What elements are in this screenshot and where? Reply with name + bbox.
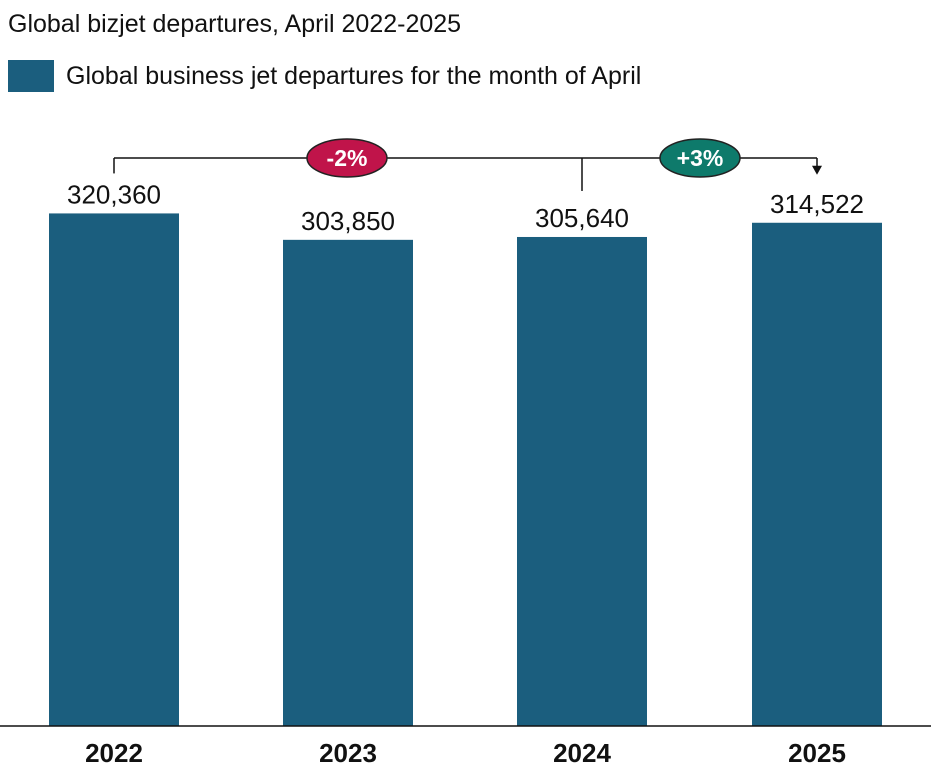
- data-label-2022: 320,360: [67, 179, 161, 209]
- change-badge-decrease: [306, 138, 388, 178]
- x-tick-label-2023: 2023: [319, 738, 377, 768]
- bar-2022: [49, 213, 179, 726]
- bar-2024: [517, 236, 647, 726]
- bar-2025: [752, 222, 882, 726]
- bar-2023: [283, 239, 413, 726]
- x-tick-label-2024: 2024: [553, 738, 611, 768]
- legend-label: Global business jet departures for the m…: [66, 61, 642, 90]
- change-badge-increase: [659, 138, 741, 178]
- bracket-arrow-icon: [812, 165, 822, 175]
- x-tick-label-2022: 2022: [85, 738, 143, 768]
- legend-swatch: [8, 60, 54, 92]
- change-badge-label-increase: +3%: [677, 145, 724, 171]
- data-label-2025: 314,522: [770, 189, 864, 219]
- data-label-2023: 303,850: [301, 206, 395, 236]
- data-label-2024: 305,640: [535, 203, 629, 233]
- x-tick-label-2025: 2025: [788, 738, 846, 768]
- chart-title: Global bizjet departures, April 2022-202…: [8, 10, 462, 38]
- legend: Global business jet departures for the m…: [8, 60, 641, 92]
- change-badge-label-decrease: -2%: [327, 145, 368, 171]
